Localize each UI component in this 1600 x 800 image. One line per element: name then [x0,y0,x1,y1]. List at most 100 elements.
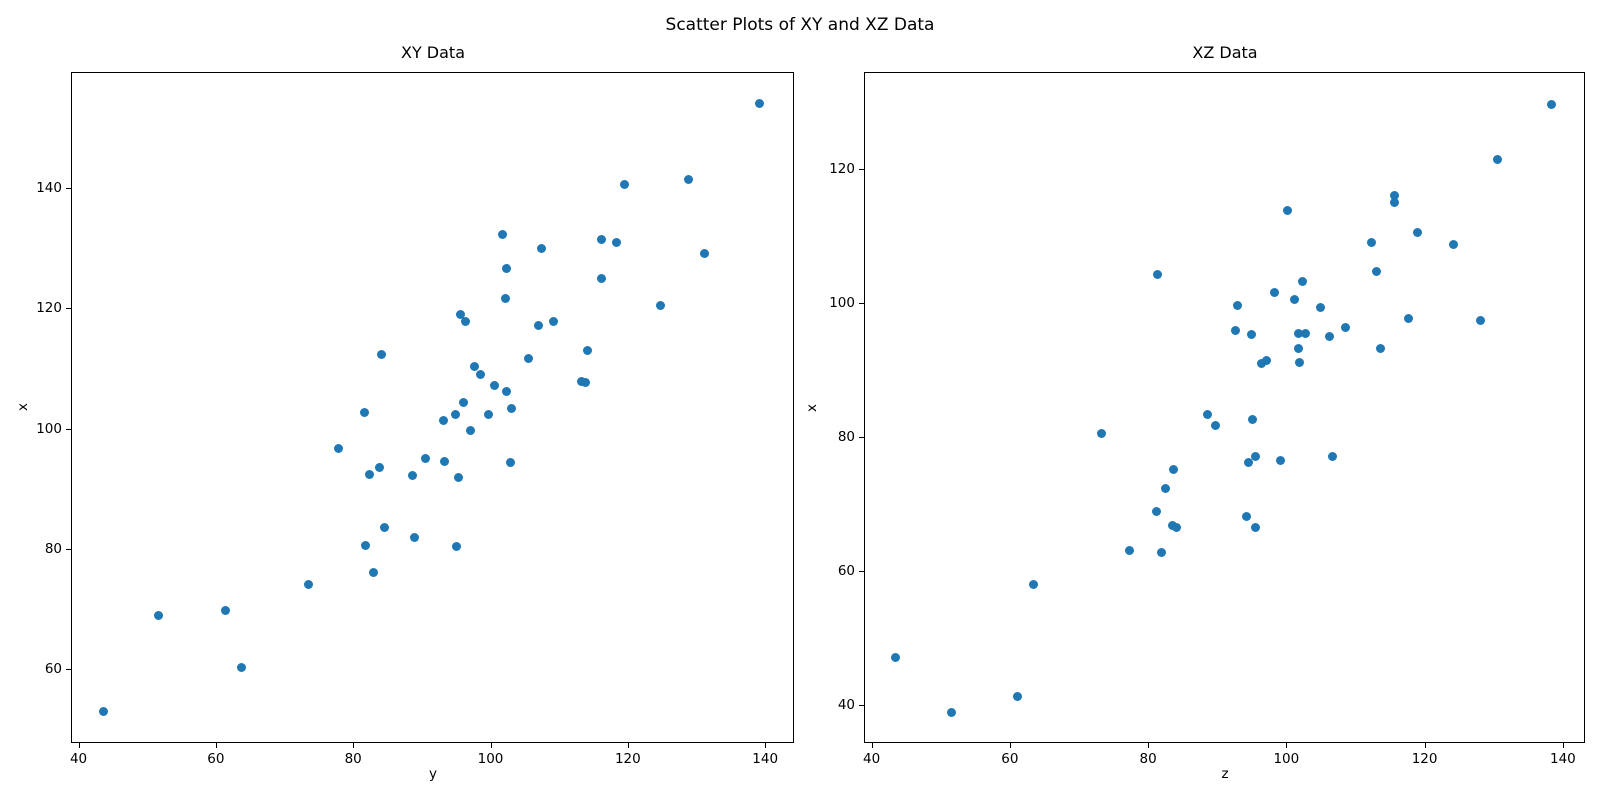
scatter-point [368,568,378,578]
y-axis-tick-label: 100 [829,295,855,312]
scatter-point [359,408,369,418]
y-axis-tick-label: 100 [36,420,62,437]
scatter-point [1256,359,1266,369]
scatter-point [1375,343,1385,353]
scatter-point [420,454,430,464]
scatter-point [947,707,957,717]
scatter-point [501,294,511,304]
scatter-point [1171,522,1181,532]
scatter-point [1389,198,1399,208]
y-axis-tick [859,437,864,439]
y-axis-tick [66,308,71,310]
scatter-point [1012,691,1022,701]
y-axis-tick [859,303,864,305]
scatter-point [1340,322,1350,332]
scatter-point [1316,302,1326,312]
y-axis-tick [66,548,71,550]
scatter-point [597,273,607,283]
y-axis-tick [859,705,864,707]
scatter-point [891,653,901,663]
scatter-point [1247,330,1257,340]
scatter-point [1293,344,1303,354]
x-axis-tick-label: 100 [477,751,504,767]
scatter-point [1247,415,1257,425]
x-axis-tick [1562,743,1564,748]
scatter-point [1328,452,1338,462]
xz-plot-area [864,72,1585,743]
x-axis-tick-label: 120 [614,751,641,767]
scatter-point [1261,356,1271,366]
x-axis-tick-label: 60 [207,751,225,767]
y-axis-tick [859,571,864,573]
scatter-point [1152,269,1162,279]
scatter-point [333,444,343,454]
scatter-point [1275,456,1285,466]
scatter-point [490,381,500,391]
scatter-point [1156,548,1166,558]
x-axis-tick-label: 140 [1549,751,1576,767]
scatter-point [507,404,517,414]
scatter-point [1546,99,1556,109]
y-axis-tick-label: 120 [829,161,855,178]
y-axis-tick-label: 80 [44,540,62,557]
scatter-point [454,472,464,482]
x-axis-tick-label: 120 [1411,751,1438,767]
scatter-point [755,99,765,109]
scatter-point [1324,332,1334,342]
xz-xaxis-label: z [1221,766,1229,782]
xz-yaxis-label: x [804,404,820,412]
xy-xaxis-label: y [429,766,437,782]
scatter-point [451,541,461,551]
scatter-point [1366,238,1376,248]
scatter-point [683,175,693,185]
scatter-point [505,458,515,468]
scatter-point [534,321,544,331]
scatter-point [501,263,511,273]
scatter-point [220,605,230,615]
scatter-point [460,317,470,327]
scatter-point [476,369,486,379]
y-axis-tick-label: 40 [837,697,855,714]
scatter-point [237,662,247,672]
scatter-point [1232,300,1242,310]
scatter-point [1243,458,1253,468]
scatter-point [582,346,592,356]
y-axis-tick-label: 140 [36,180,62,197]
scatter-point [1476,315,1486,325]
x-axis-tick [1286,743,1288,748]
scatter-point [1412,227,1422,237]
x-axis-tick [1148,743,1150,748]
scatter-point [1210,420,1220,430]
scatter-point [1242,511,1252,521]
scatter-point [410,532,420,542]
scatter-point [656,301,666,311]
scatter-point [1203,410,1213,420]
scatter-point [1231,326,1241,336]
scatter-point [1449,240,1459,250]
scatter-point [1372,267,1382,277]
scatter-point [619,179,629,189]
scatter-point [1300,328,1310,338]
x-axis-tick [627,743,629,748]
y-axis-tick-label: 60 [837,563,855,580]
x-axis-tick-label: 40 [863,751,881,767]
x-axis-tick-label: 40 [69,751,88,767]
scatter-point [470,361,480,371]
scatter-point [1294,328,1304,338]
scatter-point [376,350,386,360]
y-axis-tick [859,169,864,171]
scatter-point [1169,465,1179,474]
y-axis-tick [66,669,71,671]
scatter-point [456,310,466,320]
x-axis-tick-label: 60 [1001,751,1019,767]
xz-plot-title: XZ Data [1192,43,1258,62]
x-axis-tick [765,743,767,748]
scatter-point [548,317,558,327]
y-axis-tick-label: 80 [837,429,855,446]
scatter-point [438,415,448,425]
scatter-point [1270,288,1280,298]
scatter-point [612,237,622,247]
scatter-point [699,249,709,259]
scatter-point [1290,294,1300,304]
scatter-point [1492,155,1502,165]
